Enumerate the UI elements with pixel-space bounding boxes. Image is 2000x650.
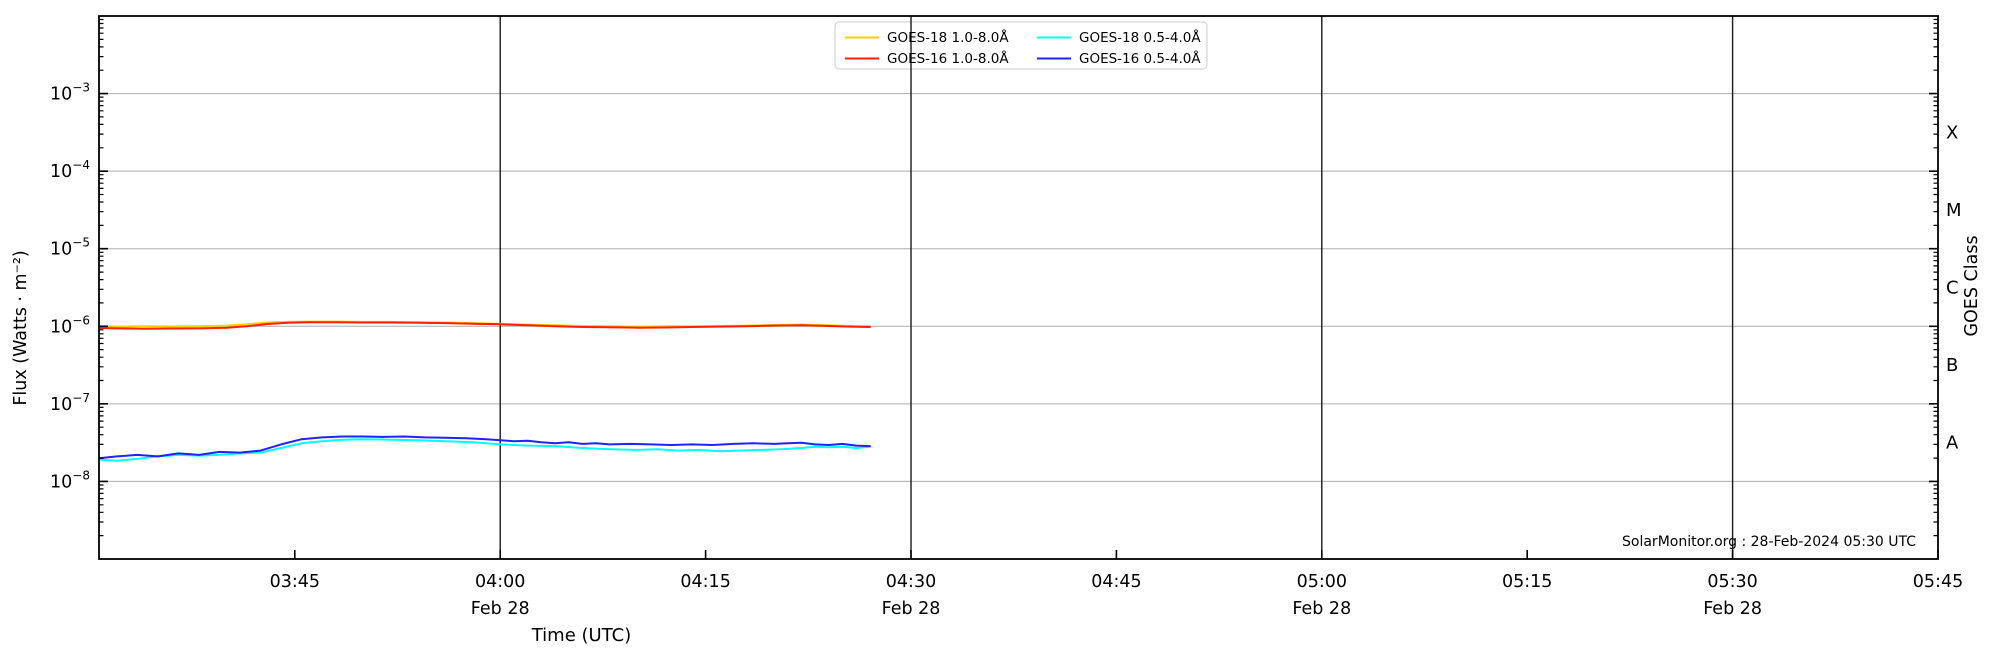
x-tick-label: 05:00 [1297, 572, 1347, 592]
goes-class-labels: X M C B A [1946, 122, 1962, 453]
series-lines [99, 320, 871, 462]
plot-border [98, 15, 1939, 560]
x-axis-title: Time (UTC) [531, 625, 632, 646]
x-tick-label: 04:00 [475, 572, 525, 592]
series-line-goes-18-0-5-4-0- [99, 438, 871, 462]
goes-class-letter: C [1946, 278, 1959, 299]
legend-label: GOES-16 0.5-4.0Å [1079, 50, 1201, 67]
series-line-goes-16-0-5-4-0- [99, 435, 871, 460]
x-tick-label: 05:45 [1913, 572, 1963, 592]
y-axis-title-left: Flux (Watts · m⁻²) [11, 250, 31, 405]
minor-ticks [99, 18, 1938, 537]
y-tick-label: 10−4 [50, 158, 90, 182]
legend-label: GOES-18 0.5-4.0Å [1079, 29, 1201, 46]
x-tick-label: 04:45 [1091, 572, 1141, 592]
legend-entry: GOES-16 1.0-8.0Å [845, 50, 1009, 67]
x-tick-date-label: Feb 28 [882, 599, 941, 619]
legend: GOES-18 1.0-8.0Å GOES-16 1.0-8.0Å GOES-18 … [845, 29, 1201, 67]
goes-class-letter: B [1946, 355, 1958, 376]
y-tick-label: 10−6 [50, 313, 90, 337]
x-tick-label: 05:30 [1707, 572, 1757, 592]
legend-entry: GOES-16 0.5-4.0Å [1037, 50, 1201, 67]
series-line-goes-16-1-0-8-0- [99, 321, 871, 330]
goes-class-letter: X [1946, 122, 1958, 143]
goes-class-letter: M [1946, 200, 1962, 221]
y-tick-label: 10−5 [50, 236, 90, 260]
x-tick-date-label: Feb 28 [1703, 599, 1762, 619]
x-tick-label: 04:30 [886, 572, 936, 592]
legend-label: GOES-18 1.0-8.0Å [887, 29, 1009, 46]
legend-frame [834, 21, 1208, 70]
x-tick-labels: 03:45 04:00 Feb 28 04:15 04:30 Feb 28 04:45 05:… [270, 572, 1964, 619]
horizontal-gridlines [99, 93, 1938, 482]
y-tick-labels: 10−3 10−4 10−5 10−6 10−7 10−8 [50, 81, 90, 493]
y-axis-title-right: GOES Class [1962, 235, 1982, 336]
y-tick-label: 10−8 [50, 468, 90, 492]
y-tick-label: 10−7 [50, 391, 90, 415]
x-tick-label: 05:15 [1502, 572, 1552, 592]
legend-label: GOES-16 1.0-8.0Å [887, 50, 1009, 67]
x-tick-label: 04:15 [680, 572, 730, 592]
goes-class-letter: A [1946, 433, 1959, 454]
watermark-text: SolarMonitor.org : 28-Feb-2024 05:30 UTC [1622, 534, 1916, 550]
y-tick-label: 10−3 [50, 81, 90, 105]
x-tick-date-label: Feb 28 [1292, 599, 1351, 619]
legend-entry: GOES-18 1.0-8.0Å [845, 29, 1009, 46]
legend-entry: GOES-18 0.5-4.0Å [1037, 29, 1201, 46]
vertical-gridlines [499, 16, 1734, 559]
x-tick-label: 03:45 [270, 572, 320, 592]
major-ticks [99, 92, 1939, 559]
x-tick-date-label: Feb 28 [471, 599, 530, 619]
